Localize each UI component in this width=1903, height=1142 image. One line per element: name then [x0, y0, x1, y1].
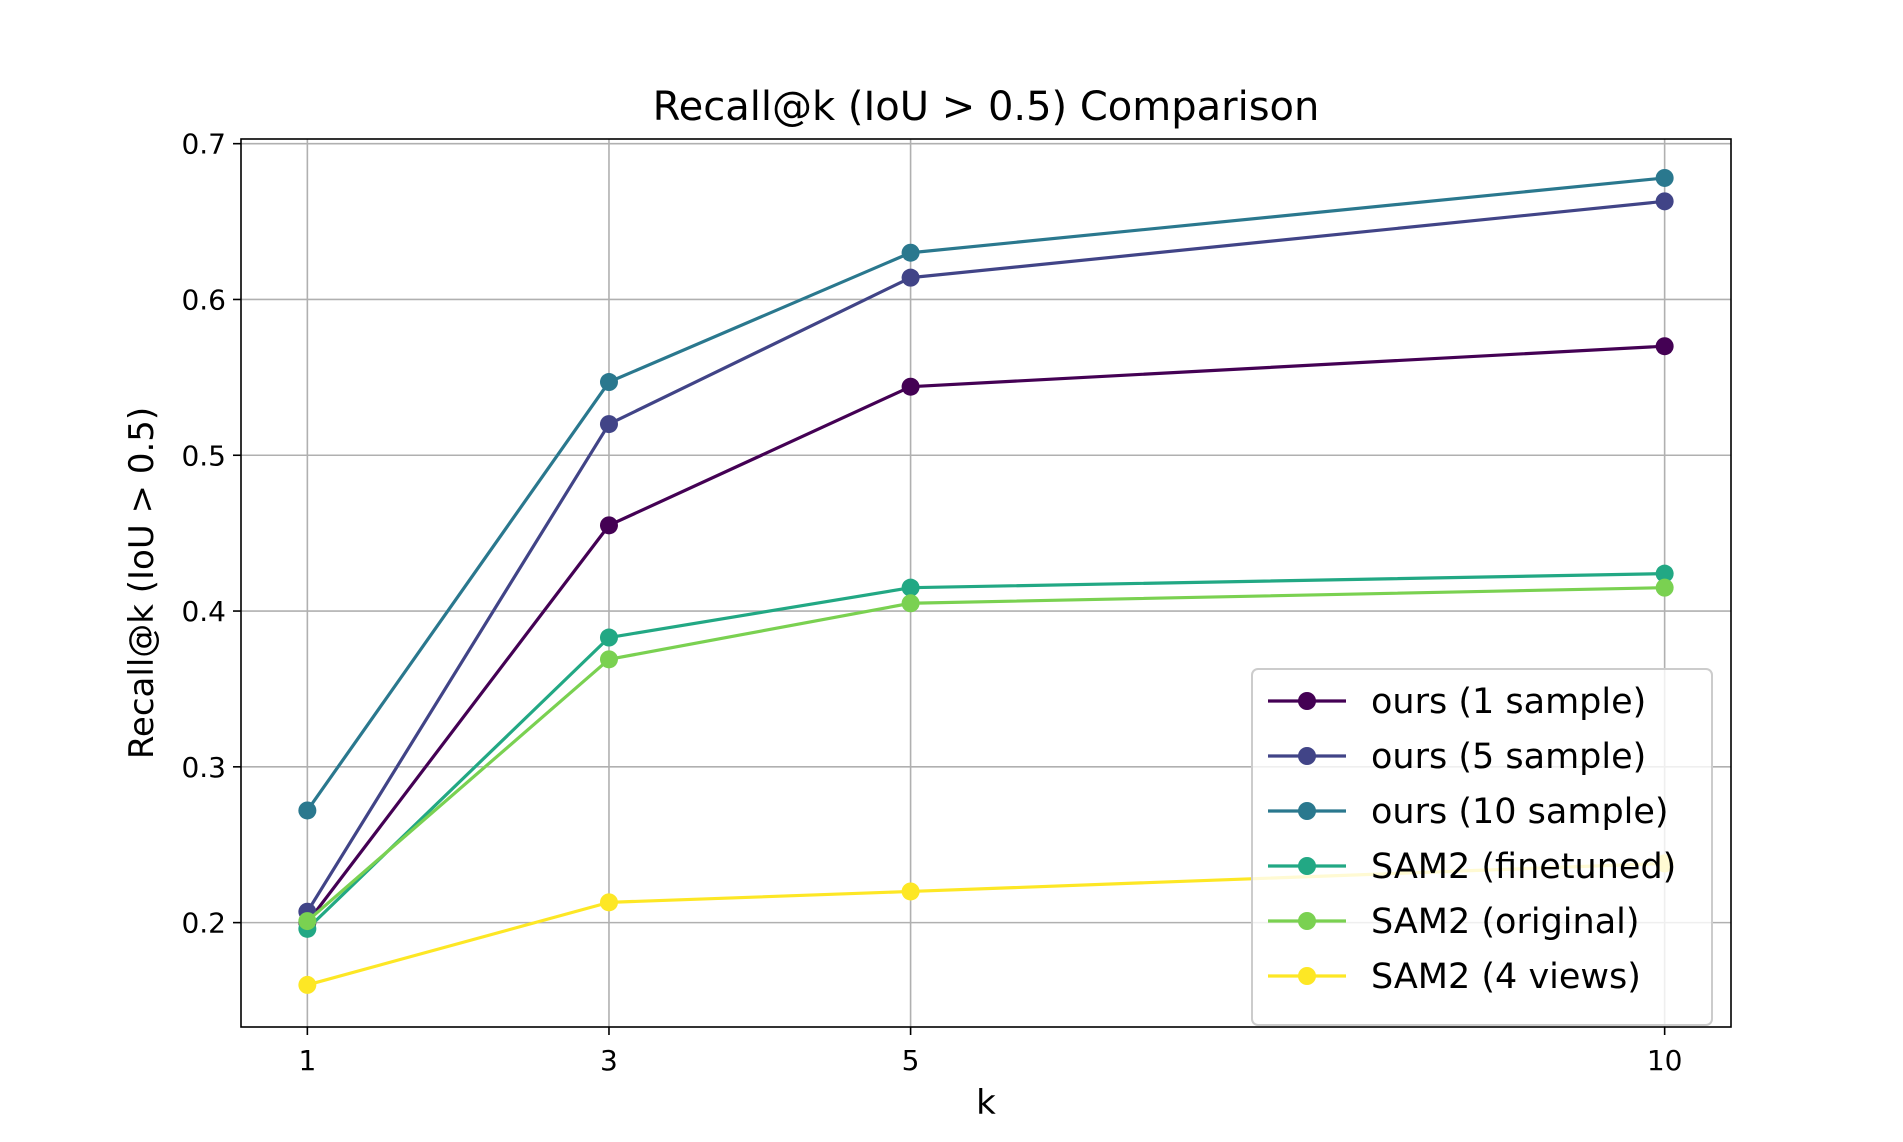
y-tick-label: 0.6 — [181, 283, 226, 316]
legend: ours (1 sample) ours (5 sample) ours (10 s… — [1251, 668, 1713, 1026]
legend-marker — [1298, 912, 1316, 930]
data-point — [298, 801, 317, 820]
data-point — [1655, 564, 1674, 583]
grid-layer — [241, 139, 1731, 1027]
series-4 — [298, 578, 1674, 931]
legend-item: SAM2 (original) — [1268, 902, 1640, 942]
data-point — [599, 893, 618, 912]
data-point — [1655, 168, 1674, 187]
legend-label: ours (1 sample) — [1371, 682, 1646, 722]
data-point — [901, 578, 920, 597]
series-2 — [298, 168, 1674, 820]
legend-marker — [1298, 802, 1316, 820]
y-tick-label: 0.4 — [181, 595, 226, 628]
legend-label: ours (10 sample) — [1371, 792, 1669, 832]
data-point — [1655, 578, 1674, 597]
legend-marker — [1298, 692, 1316, 710]
legend-marker — [1298, 747, 1316, 765]
data-point — [901, 377, 920, 396]
chart-title: Recall@k (IoU > 0.5) Comparison — [653, 84, 1320, 130]
data-point — [599, 516, 618, 535]
series-line — [306, 586, 1665, 923]
series-line — [306, 572, 1665, 931]
data-point — [599, 373, 618, 392]
y-axis-label: Recall@k (IoU > 0.5) — [122, 407, 162, 759]
plot-area-frame — [240, 138, 1732, 1028]
legend-label: ours (5 sample) — [1371, 737, 1646, 777]
x-tick-label: 1 — [298, 1044, 316, 1077]
x-tick-label: 3 — [600, 1044, 618, 1077]
data-point — [599, 650, 618, 669]
series-line — [306, 176, 1665, 812]
series-line — [306, 344, 1665, 924]
series-layer — [298, 168, 1674, 994]
legend-item: SAM2 (finetuned) — [1268, 847, 1676, 887]
data-point — [298, 975, 317, 994]
x-axis-label: k — [976, 1083, 996, 1123]
data-point — [1655, 337, 1674, 356]
legend-item: ours (10 sample) — [1268, 792, 1669, 832]
legend-item: SAM2 (4 views) — [1268, 957, 1641, 997]
x-tick-label: 10 — [1647, 1044, 1683, 1077]
data-point — [901, 243, 920, 262]
x-tick-label: 5 — [902, 1044, 920, 1077]
data-point — [901, 882, 920, 901]
y-tick-label: 0.5 — [181, 439, 226, 472]
data-point — [1655, 192, 1674, 211]
data-point — [599, 628, 618, 647]
data-point — [599, 415, 618, 434]
data-point — [901, 594, 920, 613]
legend-item: ours (5 sample) — [1268, 737, 1646, 777]
series-line — [305, 199, 1665, 913]
legend-label: SAM2 (finetuned) — [1371, 847, 1676, 887]
legend-label: SAM2 (4 views) — [1371, 957, 1641, 997]
y-tick-label: 0.7 — [181, 128, 226, 161]
y-tick-label: 0.2 — [181, 907, 226, 940]
data-point — [901, 268, 920, 287]
legend-marker — [1298, 857, 1316, 875]
legend-box — [1251, 668, 1713, 1026]
y-tick-label: 0.3 — [181, 751, 226, 784]
data-point — [298, 912, 317, 931]
legend-label: SAM2 (original) — [1371, 902, 1640, 942]
legend-item: ours (1 sample) — [1268, 682, 1646, 722]
legend-marker — [1298, 967, 1316, 985]
tick-layer: 1 3 5 10 0.2 0.3 0.4 0.5 0.6 0.7 — [181, 128, 1682, 1077]
